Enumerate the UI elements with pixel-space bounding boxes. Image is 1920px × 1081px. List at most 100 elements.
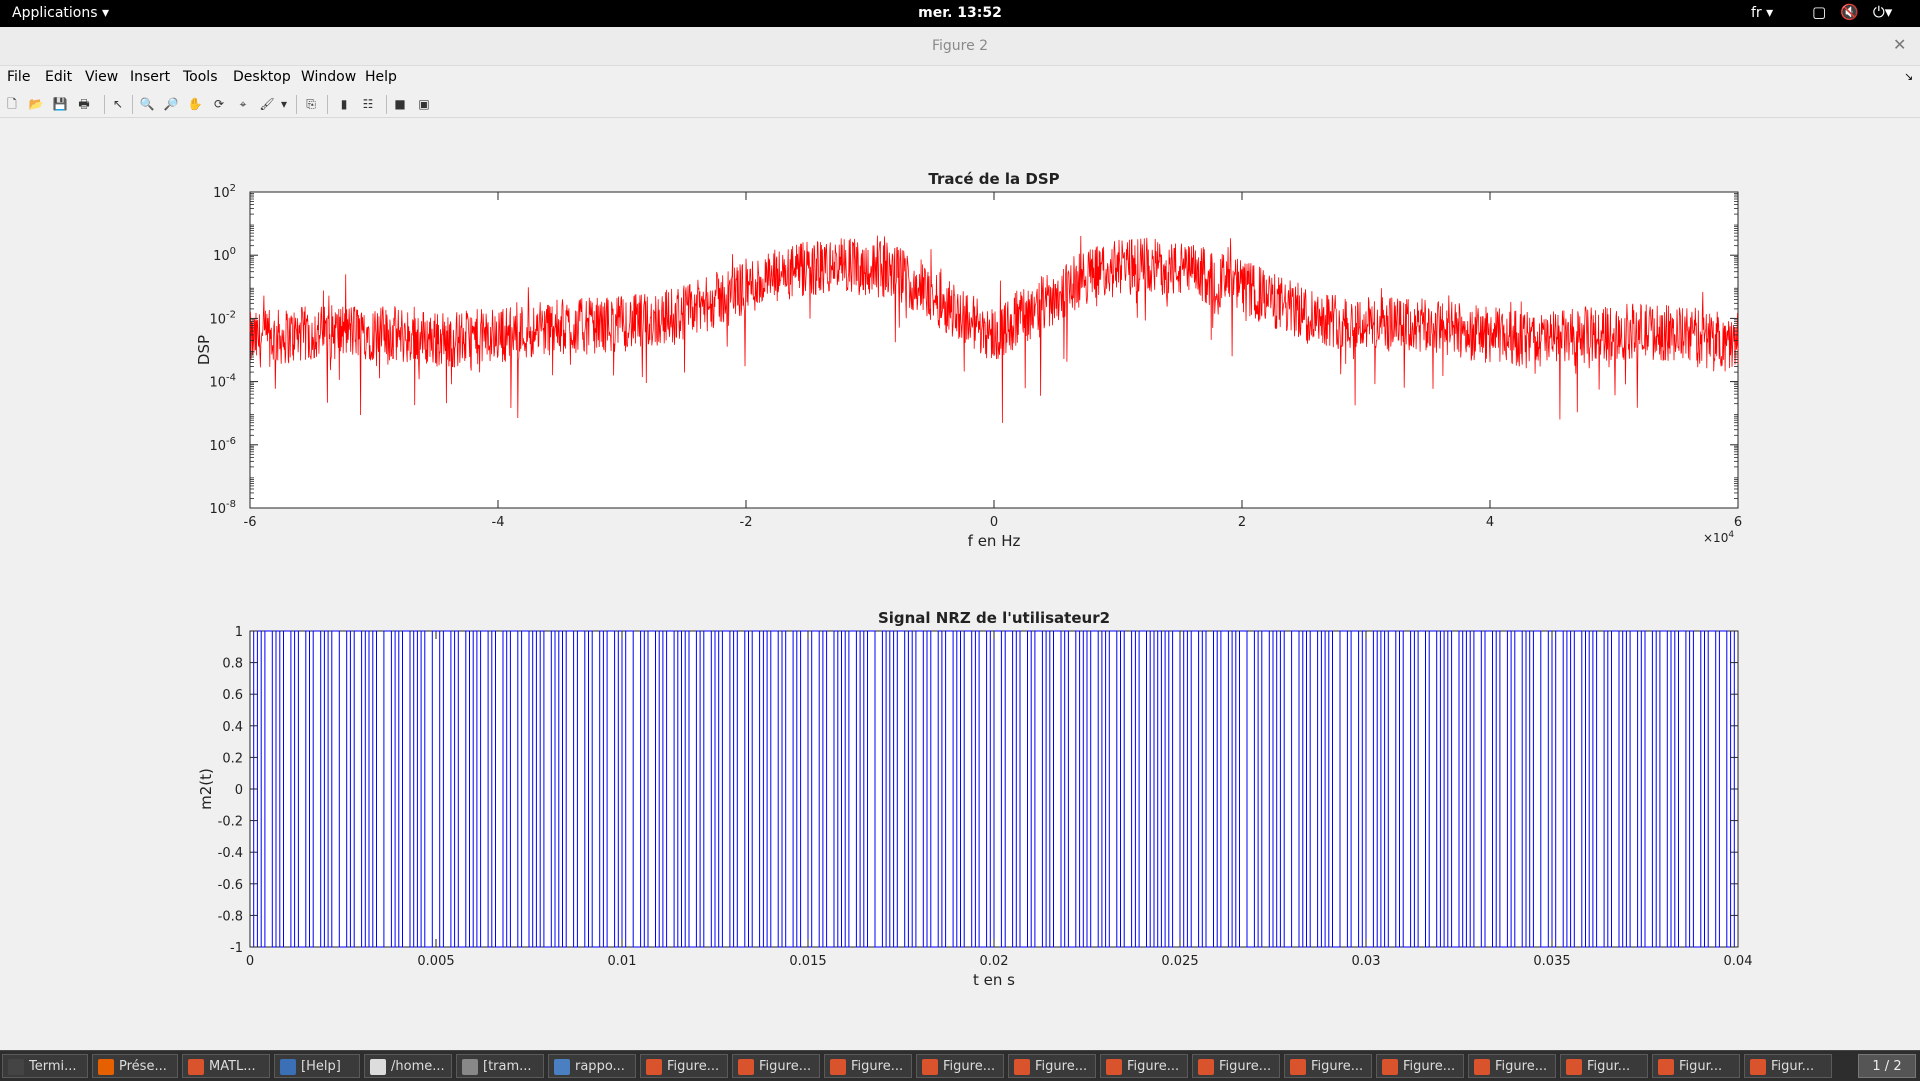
matlab-figure-icon	[1290, 1059, 1306, 1075]
taskbar-item-label: MATL...	[209, 1059, 256, 1074]
firefox-icon	[98, 1059, 114, 1075]
taskbar-item-label: /home...	[391, 1059, 445, 1074]
taskbar-item[interactable]: MATL...	[182, 1054, 270, 1078]
new-figure-icon[interactable]: 🗋	[7, 97, 17, 111]
legend-icon[interactable]: ☷	[362, 97, 374, 111]
hide-plot-tools-icon[interactable]: ■	[394, 97, 406, 111]
toolbar-separator	[327, 95, 328, 114]
taskbar-item-label: Figure...	[1403, 1059, 1456, 1074]
matlab-figure-icon	[830, 1059, 846, 1075]
workspace-pager[interactable]: 1 / 2	[1858, 1054, 1916, 1078]
taskbar-item[interactable]: Figure...	[1192, 1054, 1280, 1078]
save-icon[interactable]: 💾	[52, 97, 68, 111]
matlab-figure-icon	[1566, 1059, 1582, 1075]
pointer-icon[interactable]: ↖	[112, 97, 124, 111]
print-icon[interactable]: 🖶	[78, 97, 90, 111]
window-icon[interactable]: ▢	[1812, 3, 1827, 21]
matlab-figure-icon	[1106, 1059, 1122, 1075]
dsp-series-line	[249, 235, 1739, 423]
nrz-title: Signal NRZ de l'utilisateur2	[878, 609, 1110, 627]
zoom-out-icon[interactable]: 🔎	[163, 97, 179, 111]
taskbar-item[interactable]: /home...	[364, 1054, 452, 1078]
taskbar-item[interactable]: Prése...	[92, 1054, 178, 1078]
dsp-x-tick-label: 4	[1486, 515, 1494, 530]
taskbar-item-label: Figure...	[1127, 1059, 1180, 1074]
matlab-figure-icon	[1382, 1059, 1398, 1075]
colorbar-icon[interactable]: ▮	[340, 97, 348, 111]
nrz-y-tick-label: 0.8	[222, 657, 243, 672]
brush-icon[interactable]: 🖌	[259, 97, 275, 111]
show-plot-tools-icon[interactable]: ▣	[418, 97, 430, 111]
taskbar-item[interactable]: Figure...	[1100, 1054, 1188, 1078]
nrz-x-tick-label: 0.005	[417, 954, 454, 969]
menu-insert[interactable]: Insert	[130, 69, 171, 85]
taskbar-item-label: Termi...	[29, 1059, 77, 1074]
menu-window[interactable]: Window	[301, 69, 357, 85]
taskbar-item[interactable]: Figure...	[640, 1054, 728, 1078]
link-icon[interactable]: ⎘	[306, 97, 316, 111]
open-file-icon[interactable]: 📂	[28, 97, 44, 111]
data-cursor-icon[interactable]: ⌖	[239, 97, 247, 111]
brush-dropdown-icon[interactable]: ▾	[280, 97, 288, 111]
taskbar-item-label: Figur...	[1587, 1059, 1631, 1074]
menu-desktop[interactable]: Desktop	[233, 69, 291, 85]
taskbar-item[interactable]: rappo...	[548, 1054, 636, 1078]
taskbar-item[interactable]: [Help]	[274, 1054, 360, 1078]
document-icon	[554, 1059, 570, 1075]
matlab-figure-icon	[1014, 1059, 1030, 1075]
menu-edit[interactable]: Edit	[45, 69, 73, 85]
toolbar-separator	[132, 95, 133, 114]
dsp-x-tick-label: -4	[492, 515, 505, 530]
toolbar-separator	[386, 95, 387, 114]
taskbar-item-label: [tram...	[483, 1059, 532, 1074]
matlab-figure-icon	[1198, 1059, 1214, 1075]
taskbar-item[interactable]: Figure...	[1468, 1054, 1556, 1078]
zoom-in-icon[interactable]: 🔍	[139, 97, 155, 111]
taskbar-item[interactable]: Figure...	[824, 1054, 912, 1078]
language-indicator[interactable]: fr ▾	[1751, 5, 1773, 21]
dsp-x-tick-label: -6	[244, 515, 257, 530]
taskbar-item[interactable]: Figur...	[1744, 1054, 1832, 1078]
nrz-x-tick-label: 0.035	[1533, 954, 1570, 969]
dsp-x-tick-label: 2	[1238, 515, 1246, 530]
matlab-figure-icon	[922, 1059, 938, 1075]
dock-arrow-icon[interactable]: ↘	[1904, 70, 1914, 83]
window-titlebar[interactable]: Figure 2 ✕	[0, 27, 1920, 66]
applications-menu[interactable]: Applications ▾	[12, 5, 109, 21]
close-icon[interactable]: ✕	[1893, 35, 1907, 54]
system-tray[interactable]: ▢ 🔇 ⏻▾	[1812, 3, 1892, 21]
menu-help[interactable]: Help	[365, 69, 397, 85]
dsp-y-tick-label: 102	[213, 183, 236, 201]
taskbar-item[interactable]: Figure...	[1008, 1054, 1096, 1078]
pan-icon[interactable]: ✋	[187, 97, 203, 111]
top-bar: Applications ▾ mer. 13:52 fr ▾ ▢ 🔇 ⏻▾	[0, 0, 1920, 27]
rotate-icon[interactable]: ⟳	[213, 97, 225, 111]
taskbar-item[interactable]: [tram...	[456, 1054, 544, 1078]
taskbar-item[interactable]: Figure...	[732, 1054, 820, 1078]
nrz-y-tick-label: 1	[235, 625, 243, 640]
dsp-y-tick-label: 10-8	[209, 499, 236, 517]
clock[interactable]: mer. 13:52	[918, 5, 1002, 21]
taskbar-item[interactable]: Termi...	[2, 1054, 88, 1078]
taskbar-item[interactable]: Figur...	[1652, 1054, 1740, 1078]
caret-down-icon: ▾	[101, 5, 110, 21]
power-icon[interactable]: ⏻▾	[1872, 3, 1893, 21]
taskbar-item[interactable]: Figur...	[1560, 1054, 1648, 1078]
menu-view[interactable]: View	[85, 69, 119, 85]
dsp-y-tick-label: 10-6	[209, 436, 236, 454]
dsp-y-tick-label: 10-2	[209, 309, 236, 327]
menu-file[interactable]: File	[7, 69, 31, 85]
taskbar-item[interactable]: Figure...	[916, 1054, 1004, 1078]
dsp-title: Tracé de la DSP	[928, 170, 1059, 188]
nrz-y-tick-label: 0.4	[222, 720, 243, 735]
taskbar-item[interactable]: Figure...	[1376, 1054, 1464, 1078]
taskbar-item-label: Figure...	[1311, 1059, 1364, 1074]
figure-canvas[interactable]: -6 -4 -2 0 2 4 6 102 100 10-2 10-4 10-6 10-8 Tracé de…	[0, 118, 1920, 1050]
menu-tools[interactable]: Tools	[183, 69, 218, 85]
taskbar-item[interactable]: Figure...	[1284, 1054, 1372, 1078]
nrz-x-tick-label: 0.03	[1352, 954, 1381, 969]
dsp-plot-area	[249, 191, 1739, 509]
volume-muted-icon[interactable]: 🔇	[1840, 3, 1859, 21]
